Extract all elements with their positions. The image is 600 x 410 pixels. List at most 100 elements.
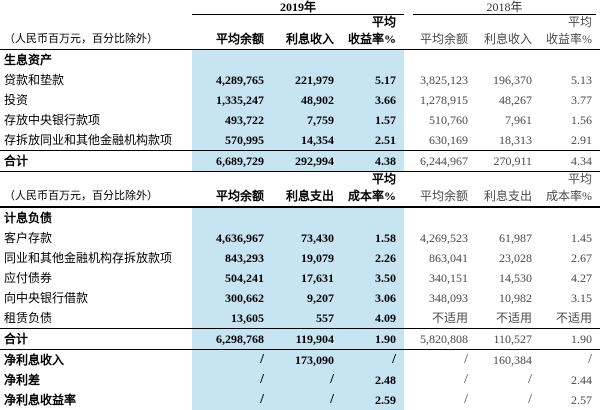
cell-2018-rate: 5.13 xyxy=(571,73,593,87)
empty-cell xyxy=(404,15,476,30)
cell-2019-interest: 48,902 xyxy=(272,90,342,110)
summary-row-net-interest-income: 净利息收入 / 173,090 / / 160,384 / xyxy=(0,349,600,370)
cell-2019-balance: 1,335,247 xyxy=(192,90,272,110)
empty-cell xyxy=(404,172,476,188)
cell-2018-balance: 348,093 xyxy=(429,291,469,305)
empty-cell xyxy=(476,207,540,228)
header-avg-2019: 平均 xyxy=(372,15,397,29)
cell-2018-interest: 270,911 xyxy=(476,150,541,172)
header-2019-balance: 平均余额 xyxy=(192,30,272,50)
row-label: 客户存款 xyxy=(4,231,53,245)
cell-2018-rate: 1.56 xyxy=(571,113,593,127)
header-2018-balance: 平均余额 xyxy=(404,30,477,50)
header-2018-interest: 利息收入 xyxy=(476,30,541,50)
cell-2018-balance: 510,760 xyxy=(429,113,469,127)
cell-2018-interest: 110,527 xyxy=(476,328,541,350)
cell-2018-balance: 340,151 xyxy=(429,271,469,285)
header-2018-rate: 成本率% xyxy=(540,187,600,208)
total-label: 合计 xyxy=(0,328,192,350)
cell-2019-rate: 3.50 xyxy=(342,268,405,288)
cell-2018-rate: 3.15 xyxy=(571,291,593,305)
cell-2018-interest: 18,313 xyxy=(499,133,533,147)
empty-cell xyxy=(0,15,192,30)
cell-2019-balance: 6,689,729 xyxy=(192,150,272,172)
cell-2019-rate: / xyxy=(342,349,405,370)
cell-2018-rate: 3.77 xyxy=(571,93,593,107)
total-label: 合计 xyxy=(0,150,192,172)
table-row: 存放中央银行款项 493,722 7,759 1.57 510,760 7,96… xyxy=(0,110,600,130)
cell-2018-balance: / xyxy=(464,352,469,367)
cell-2019-balance: / xyxy=(192,390,272,410)
cell-2018-balance: 863,041 xyxy=(429,251,469,265)
cell-2018-interest: 48,267 xyxy=(499,93,533,107)
cell-2019-balance: 843,293 xyxy=(192,248,272,268)
row-label: 同业和其他金融机构存拆放款项 xyxy=(4,251,173,265)
cell-2019-rate: 3.66 xyxy=(342,90,405,110)
total-row-assets: 合计 6,689,729 292,994 4.38 6,244,967 270,… xyxy=(0,150,600,172)
cell-2018-balance: 3,825,123 xyxy=(420,73,469,87)
header-2019-interest: 利息收入 xyxy=(272,30,342,50)
table-row: 租赁负债 13,605 557 4.09 不适用 不适用 不适用 xyxy=(0,308,600,329)
table-row: 投资 1,335,247 48,902 3.66 1,278,915 48,26… xyxy=(0,90,600,110)
cell-2019-rate: 5.17 xyxy=(342,70,405,90)
summary-row-net-interest-spread: 净利差 / / 2.48 / / 2.44 xyxy=(0,370,600,390)
cell-2019-rate: 2.59 xyxy=(342,390,405,410)
table-row: 向中央银行借款 300,662 9,207 3.06 348,093 10,98… xyxy=(0,288,600,308)
empty-cell xyxy=(476,15,540,30)
cell-2018-balance: / xyxy=(464,372,469,387)
empty-cell xyxy=(476,172,540,188)
empty-cell xyxy=(272,15,342,30)
column-header-row-1: （人民币百万元，百分比除外） 平均余额 利息收入 收益率% 平均余额 利息收入 … xyxy=(0,30,600,50)
header-avg-2018: 平均 xyxy=(568,15,593,29)
cell-2019-interest: 557 xyxy=(272,308,342,329)
total-row-liabilities: 合计 6,298,768 119,904 1.90 5,820,808 110,… xyxy=(0,328,600,350)
cell-2018-rate: 4.34 xyxy=(540,150,600,172)
band-cell xyxy=(342,49,405,70)
cell-2018-interest: 160,384 xyxy=(493,353,533,367)
summary-row-net-interest-margin: 净利息收益率 / / 2.59 / / 2.57 xyxy=(0,390,600,410)
cell-2019-interest: 119,904 xyxy=(272,328,342,350)
cell-2019-interest: 19,079 xyxy=(272,248,342,268)
cell-2019-rate: 2.26 xyxy=(342,248,405,268)
empty-cell xyxy=(540,50,600,71)
cell-2018-rate: / xyxy=(588,352,593,367)
cell-2018-interest: / xyxy=(528,372,533,387)
cell-2019-rate: 1.57 xyxy=(342,110,405,130)
cell-2018-rate: 2.44 xyxy=(571,373,593,387)
cell-2018-rate: 2.57 xyxy=(540,390,600,410)
header-2019-rate: 成本率% xyxy=(342,187,405,208)
cell-2019-balance: 13,605 xyxy=(192,308,272,329)
row-label: 净利息收入 xyxy=(4,353,65,367)
empty-cell xyxy=(0,172,192,188)
cell-2018-rate: 2.67 xyxy=(571,251,593,265)
cell-2018-rate: 2.91 xyxy=(571,133,593,147)
cell-2018-interest: 7,961 xyxy=(505,113,533,127)
cell-2019-interest: 173,090 xyxy=(272,349,342,370)
row-label: 应付债券 xyxy=(4,271,53,285)
cell-2019-rate: 1.58 xyxy=(342,228,405,248)
cell-2019-rate: 2.51 xyxy=(342,130,405,151)
cell-2019-rate: 4.09 xyxy=(342,308,405,329)
table-row: 客户存款 4,636,967 73,430 1.58 4,269,523 61,… xyxy=(0,228,600,248)
cell-2019-interest: 9,207 xyxy=(272,288,342,308)
cell-2019-interest: 73,430 xyxy=(272,228,342,248)
cell-2019-balance: / xyxy=(192,349,272,370)
table-row: 同业和其他金融机构存拆放款项 843,293 19,079 2.26 863,0… xyxy=(0,248,600,268)
row-label: 存拆放同业和其他金融机构款项 xyxy=(4,133,173,147)
header-2018-interest: 利息支出 xyxy=(476,187,541,208)
cell-2019-interest: / xyxy=(272,370,342,390)
row-label: 净利差 xyxy=(4,373,41,387)
cell-2018-interest: 10,982 xyxy=(499,291,533,305)
avg-label-row-1: 平均 平均 xyxy=(0,15,600,30)
cell-2018-interest: 61,987 xyxy=(499,231,533,245)
header-2019-rate: 收益率% xyxy=(342,30,405,50)
header-2019-balance: 平均余额 xyxy=(192,187,272,208)
section-title: 生息资产 xyxy=(4,53,53,67)
year-2018-cell: 2018年 xyxy=(404,0,600,15)
row-label: 租赁负债 xyxy=(4,311,53,325)
table-row: 应付债券 504,241 17,631 3.50 340,151 14,530 … xyxy=(0,268,600,288)
cell-2019-rate: 1.90 xyxy=(342,328,405,350)
section-header-assets: 生息资产 xyxy=(0,49,600,71)
year-header-row: 2019年 2018年 xyxy=(0,0,600,15)
